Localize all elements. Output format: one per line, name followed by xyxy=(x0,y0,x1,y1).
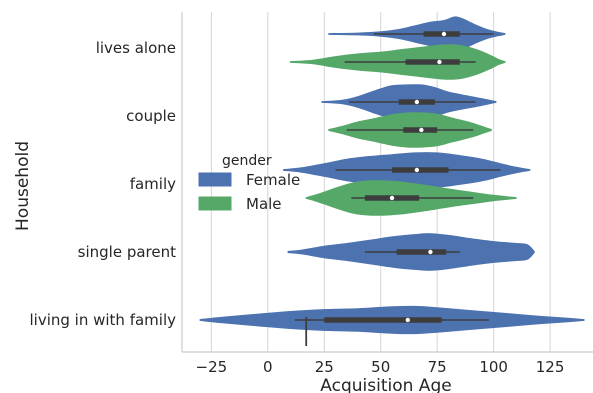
x-tick-labels: −25 0 25 50 75 100 125 xyxy=(196,358,565,376)
legend-label-male: Male xyxy=(246,195,282,213)
y-tick-labels: lives alone couple family single parent livi… xyxy=(29,39,176,329)
legend-title: gender xyxy=(222,153,272,169)
violins xyxy=(199,16,585,335)
x-tick-label: 100 xyxy=(479,358,508,376)
x-tick-label: 125 xyxy=(536,358,565,376)
x-tick-label: 50 xyxy=(371,358,390,376)
x-axis-title: Acquisition Age xyxy=(320,376,451,393)
x-tick-label: 75 xyxy=(428,358,447,376)
legend-swatch-male xyxy=(198,196,232,211)
legend: gender Female Male xyxy=(198,153,300,213)
y-axis-title: Household xyxy=(13,141,33,231)
y-tick-label: couple xyxy=(126,107,176,125)
x-tick-label: −25 xyxy=(196,358,228,376)
x-tick-label: 0 xyxy=(263,358,273,376)
y-tick-label: living in with family xyxy=(29,311,176,329)
violin-median xyxy=(405,317,411,323)
violin-median xyxy=(419,127,424,133)
violin-median xyxy=(389,195,395,201)
x-tick-label: 25 xyxy=(315,358,334,376)
violin-median xyxy=(414,167,420,173)
legend-swatch-female xyxy=(198,172,232,187)
y-tick-label: family xyxy=(130,175,176,193)
violin-median xyxy=(428,249,433,255)
y-tick-label: lives alone xyxy=(96,39,176,57)
axes xyxy=(181,12,593,353)
violin-median xyxy=(414,99,420,105)
legend-label-female: Female xyxy=(246,171,300,189)
violin-median xyxy=(437,59,442,65)
violin-median xyxy=(441,31,447,37)
y-tick-label: single parent xyxy=(78,243,176,261)
